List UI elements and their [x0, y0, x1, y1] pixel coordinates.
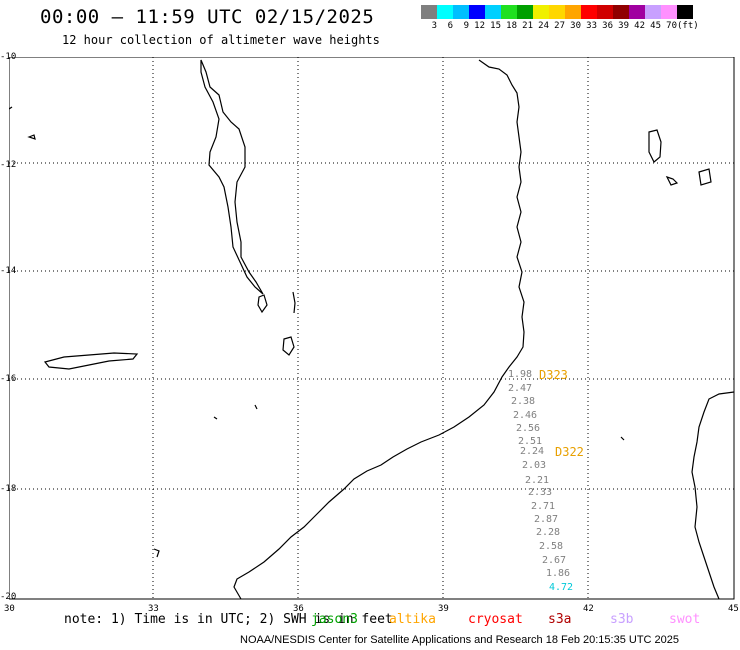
river-segment: [292, 291, 296, 314]
swh-observation: 2.21: [525, 475, 550, 486]
island-left-2: [9, 106, 13, 110]
colorbar-swatch: [533, 5, 549, 19]
colorbar-swatch: [517, 5, 533, 19]
lat-label: -18: [0, 484, 17, 494]
colorbar-label: 6: [447, 21, 453, 31]
swh-observation: 2.87: [534, 514, 559, 525]
swh-observation: 2.47: [508, 383, 533, 394]
legend-jason3: jason3: [311, 612, 358, 627]
colorbar-swatch: [629, 5, 645, 19]
swh-observation: 2.03: [522, 460, 547, 471]
swh-observation: 1.86: [546, 568, 571, 579]
colorbar-label: 33: [586, 21, 597, 31]
footnote: note: 1) Time is in UTC; 2) SWH is in fe…: [64, 612, 393, 627]
island-small-3: [153, 548, 160, 558]
colorbar-swatch: [549, 5, 565, 19]
island-small-2: [254, 404, 258, 410]
lake-chilwa: [282, 336, 295, 356]
colorbar-label: 42: [634, 21, 645, 31]
mozambique-coastline: [233, 59, 525, 600]
legend-s3a: s3a: [548, 612, 572, 627]
swh-observation: 2.46: [513, 410, 538, 421]
grid-lines: [9, 57, 734, 599]
colorbar-swatch: [581, 5, 597, 19]
colorbar-label: 12: [474, 21, 485, 31]
colorbar-labels: 3 6 9 12 15 18 21 24 27 30 33 36 39 42 45 70 (ft): [421, 21, 699, 31]
legend-swot: swot: [669, 612, 701, 627]
madagascar-coastline: [691, 391, 735, 600]
colorbar-swatch: [597, 5, 613, 19]
comoros-anjouan: [698, 168, 712, 186]
comoros-grande: [648, 129, 662, 163]
colorbar: [421, 5, 693, 19]
colorbar-label: 27: [554, 21, 565, 31]
legend-altika: altika: [389, 612, 436, 627]
swh-observation: 4.72: [549, 582, 574, 593]
lon-label: 36: [293, 604, 304, 614]
swh-observation: 2.67: [542, 555, 567, 566]
lat-label: -14: [0, 266, 17, 276]
lat-label: -20: [0, 592, 17, 602]
colorbar-label: 21: [522, 21, 533, 31]
swh-observation: 2.24: [520, 446, 545, 457]
lon-label: 42: [583, 604, 594, 614]
lake-malawi-outline: [200, 59, 264, 295]
colorbar-label: 3: [431, 21, 437, 31]
mayotte: [620, 436, 625, 441]
pass-label: D322: [555, 445, 584, 459]
lat-label: -12: [0, 160, 17, 170]
lon-label: 39: [438, 604, 449, 614]
colorbar-swatch: [677, 5, 693, 19]
colorbar-swatch: [613, 5, 629, 19]
map-subtitle: 12 hour collection of altimeter wave hei…: [62, 33, 380, 47]
pass-label: D323: [539, 368, 568, 382]
colorbar-label: 70: [666, 21, 677, 31]
colorbar-swatch: [645, 5, 661, 19]
colorbar-label: 39: [618, 21, 629, 31]
legend-s3b: s3b: [610, 612, 634, 627]
credits-footer: NOAA/NESDIS Center for Satellite Applica…: [240, 634, 680, 646]
map-canvas: [9, 57, 735, 600]
colorbar-swatch: [453, 5, 469, 19]
lon-label: 33: [148, 604, 159, 614]
colorbar-swatch: [501, 5, 517, 19]
map-title: 00:00 – 11:59 UTC 02/15/2025: [40, 6, 375, 28]
colorbar-label: 36: [602, 21, 613, 31]
colorbar-label: 45: [650, 21, 661, 31]
swh-observation: 2.71: [531, 501, 556, 512]
island-small: [213, 416, 218, 420]
colorbar-label: 30: [570, 21, 581, 31]
lon-label: 30: [4, 604, 15, 614]
legend-cryosat: cryosat: [468, 612, 523, 627]
colorbar-swatch: [421, 5, 437, 19]
colorbar-label: 24: [538, 21, 549, 31]
swh-observation: 2.38: [511, 396, 536, 407]
colorbar-label: 9: [463, 21, 469, 31]
colorbar-swatch: [469, 5, 485, 19]
lake-malombe: [257, 294, 268, 314]
swh-observation: 2.33: [528, 487, 553, 498]
colorbar-label: 18: [506, 21, 517, 31]
swh-observation: 1.98: [508, 369, 533, 380]
colorbar-swatch: [485, 5, 501, 19]
colorbar-swatch: [437, 5, 453, 19]
swh-observation: 2.56: [516, 423, 541, 434]
lon-label: 45: [728, 604, 739, 614]
island-left: [27, 134, 36, 140]
swh-observation: 2.58: [539, 541, 564, 552]
lat-label: -10: [0, 52, 17, 62]
map-frame: [9, 57, 735, 600]
lat-label: -16: [0, 374, 17, 384]
colorbar-swatch: [661, 5, 677, 19]
comoros-moheli: [665, 175, 679, 186]
colorbar-label: 15: [490, 21, 501, 31]
colorbar-label: (ft): [677, 21, 699, 31]
swh-observation: 2.51: [518, 436, 543, 447]
colorbar-swatch: [565, 5, 581, 19]
swh-observation: 2.28: [536, 527, 561, 538]
lake-cahora-bassa: [43, 352, 139, 370]
